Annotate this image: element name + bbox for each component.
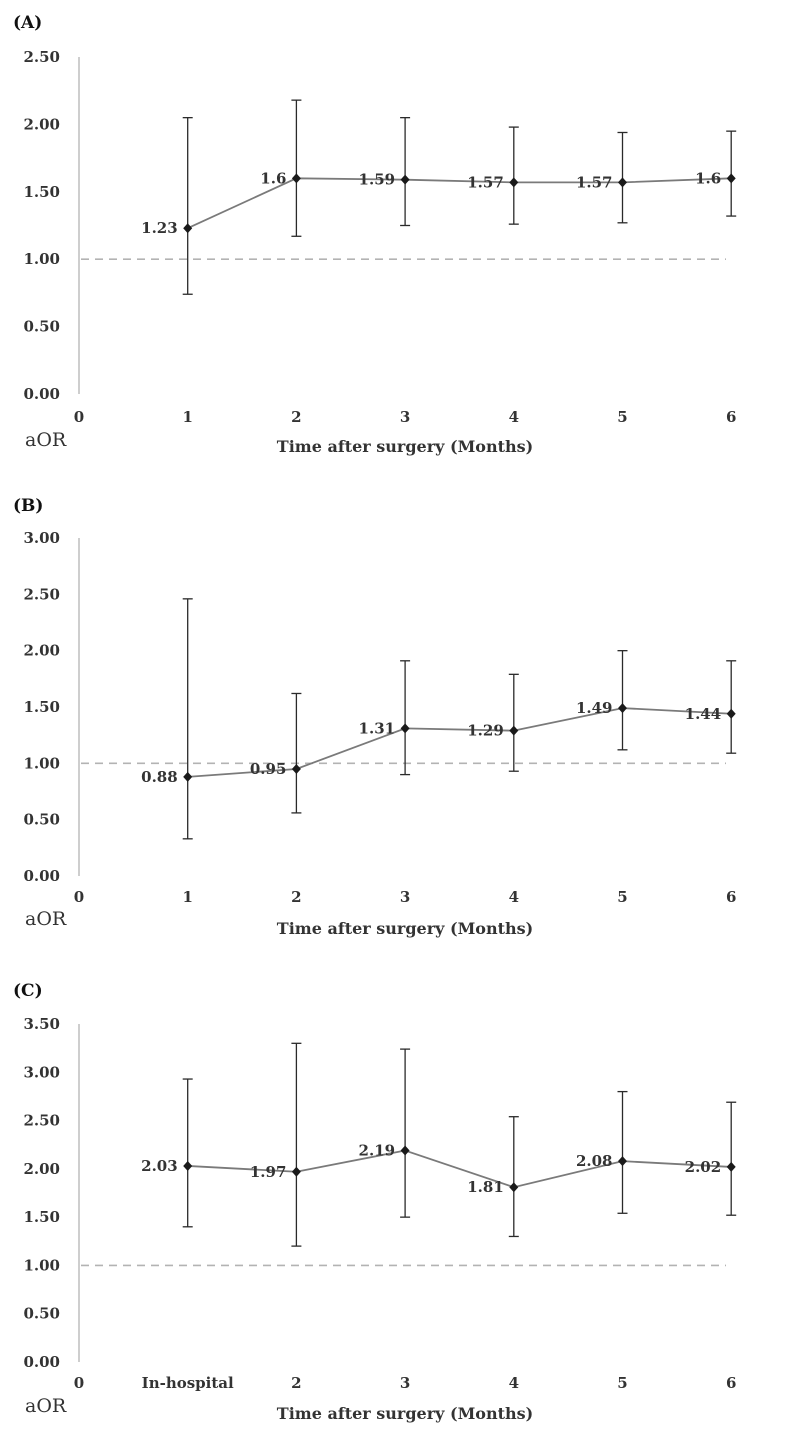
data-point-marker (291, 173, 301, 184)
x-tick-label: 1 (182, 408, 192, 426)
data-point-marker (291, 1166, 301, 1177)
y-tick-label: 2.00 (23, 1160, 60, 1178)
panel-label: (C) (13, 981, 43, 1001)
data-label: 1.29 (467, 722, 504, 740)
data-label: 1.59 (359, 171, 396, 189)
x-axis-label: Time after surgery (Months) (277, 1404, 533, 1423)
y-tick-label: 3.50 (23, 1015, 60, 1033)
y-tick-label: 1.00 (23, 1256, 60, 1274)
data-point-marker (509, 177, 519, 188)
data-point-marker (400, 1145, 410, 1156)
x-tick-label: 3 (400, 1374, 410, 1392)
y-tick-label: 0.50 (23, 318, 60, 336)
data-point-marker (183, 1160, 193, 1171)
series-line (187, 1149, 732, 1189)
x-tick-label: 5 (617, 888, 627, 906)
y-tick-label: 2.00 (23, 115, 60, 133)
x-tick-label: 4 (509, 888, 519, 906)
data-label: 2.02 (685, 1158, 722, 1176)
x-tick-label: 5 (617, 1374, 627, 1392)
data-point-marker (183, 223, 193, 234)
y-tick-label: 1.50 (23, 183, 60, 201)
panel-label: (A) (13, 13, 42, 33)
data-label: 2.08 (576, 1152, 613, 1170)
data-point-marker (726, 708, 736, 719)
data-point-marker (509, 1182, 519, 1193)
x-tick-label: 6 (726, 888, 736, 906)
data-label: 1.57 (467, 173, 504, 191)
series-line (187, 177, 732, 230)
x-tick-label: 2 (291, 408, 301, 426)
data-point-marker (183, 771, 193, 782)
series-line (187, 707, 732, 778)
x-tick-label: 4 (509, 1374, 519, 1392)
data-label: 1.6 (695, 169, 721, 187)
y-tick-label: 0.00 (23, 385, 60, 403)
y-tick-label: 1.50 (23, 1208, 60, 1226)
y-axis-label: aOR (25, 908, 67, 930)
y-tick-label: 0.00 (23, 867, 60, 885)
y-tick-label: 1.50 (23, 698, 60, 716)
y-tick-label: 2.50 (23, 1112, 60, 1130)
y-tick-label: 2.50 (23, 48, 60, 66)
data-label: 2.03 (141, 1157, 178, 1175)
data-point-marker (400, 723, 410, 734)
y-tick-label: 3.00 (23, 529, 60, 547)
x-tick-label: 6 (726, 408, 736, 426)
data-label: 1.57 (576, 173, 613, 191)
y-tick-label: 1.00 (23, 250, 60, 268)
y-tick-label: 1.00 (23, 754, 60, 772)
data-point-marker (726, 173, 736, 184)
x-tick-label: 5 (617, 408, 627, 426)
y-tick-label: 0.00 (23, 1353, 60, 1371)
x-axis-label: Time after surgery (Months) (277, 919, 533, 938)
x-tick-label: 3 (400, 888, 410, 906)
x-tick-label: 4 (509, 408, 519, 426)
data-label: 1.44 (685, 705, 722, 723)
data-point-marker (291, 763, 301, 774)
y-tick-label: 3.00 (23, 1063, 60, 1081)
x-tick-label: 0 (74, 408, 84, 426)
y-tick-label: 2.50 (23, 585, 60, 603)
data-label: 1.6 (260, 169, 286, 187)
x-tick-label: 0 (74, 888, 84, 906)
data-label: 1.49 (576, 699, 613, 717)
y-tick-label: 2.00 (23, 642, 60, 660)
data-label: 0.95 (250, 760, 287, 778)
x-tick-label: 1 (182, 888, 192, 906)
data-point-marker (726, 1161, 736, 1172)
data-point-marker (618, 703, 627, 714)
x-tick-label: 2 (291, 1374, 301, 1392)
x-tick-label: 3 (400, 408, 410, 426)
data-label: 1.97 (250, 1163, 287, 1181)
x-tick-label: 0 (74, 1374, 84, 1392)
data-point-marker (400, 174, 410, 185)
data-label: 0.88 (141, 768, 178, 786)
data-label: 1.81 (467, 1178, 504, 1196)
x-tick-label: In-hospital (142, 1374, 234, 1392)
y-axis-label: aOR (25, 429, 67, 451)
x-tick-label: 6 (726, 1374, 736, 1392)
panel-label: (B) (13, 496, 43, 516)
data-point-marker (509, 725, 519, 736)
data-label: 1.23 (141, 219, 178, 237)
y-axis-label: aOR (25, 1395, 67, 1417)
data-point-marker (618, 177, 627, 188)
y-tick-label: 0.50 (23, 1305, 60, 1323)
data-label: 1.31 (359, 719, 396, 737)
data-label: 2.19 (359, 1142, 396, 1160)
x-tick-label: 2 (291, 888, 301, 906)
y-tick-label: 0.50 (23, 811, 60, 829)
data-point-marker (618, 1156, 627, 1167)
x-axis-label: Time after surgery (Months) (277, 437, 533, 456)
